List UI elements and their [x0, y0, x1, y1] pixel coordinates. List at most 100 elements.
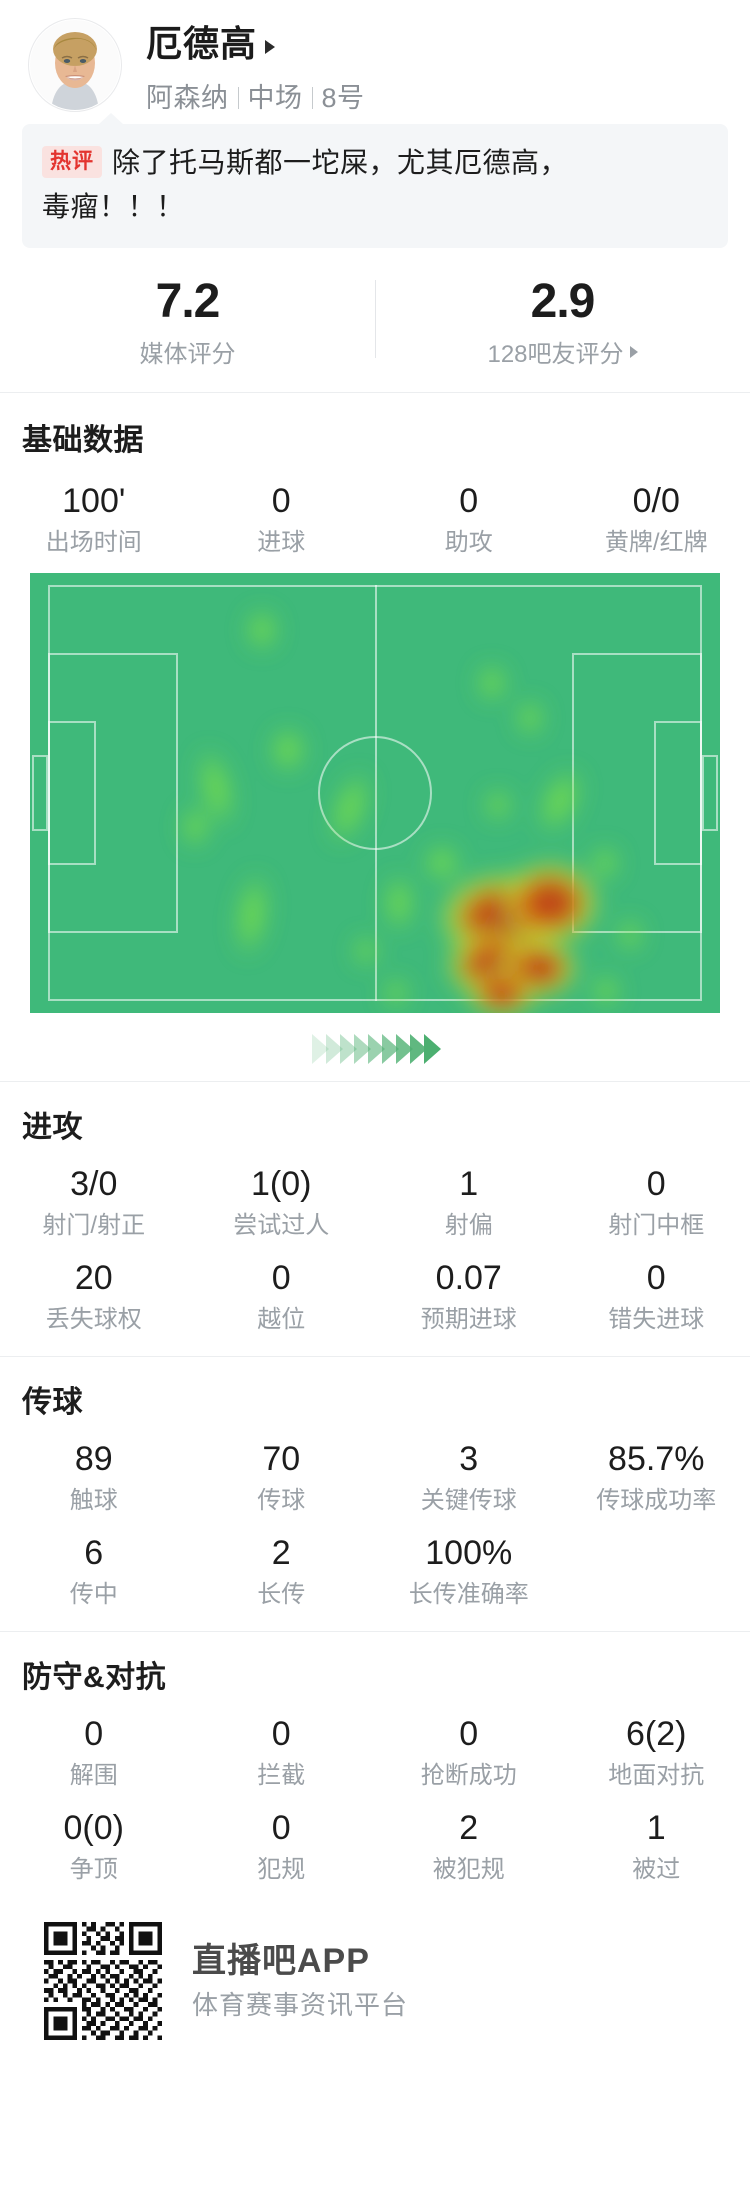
stat-cell: 85.7% 传球成功率	[563, 1435, 750, 1519]
rating-users-label[interactable]: 128吧友评分	[487, 334, 638, 369]
footer-tagline: 体育赛事资讯平台	[192, 1990, 409, 2020]
stat-label: 传球	[257, 1487, 306, 1514]
chevron-right-icon	[354, 1034, 371, 1064]
stat-cell: 1 被过	[563, 1804, 750, 1888]
stat-label: 解围	[69, 1762, 118, 1789]
stat-value: 0	[646, 1259, 666, 1297]
rating-media-label-text: 媒体评分	[139, 341, 236, 368]
stat-value: 0	[271, 1715, 291, 1753]
rating-media-label: 媒体评分	[140, 334, 236, 369]
stat-value: 0.07	[435, 1259, 502, 1297]
stat-value: 0	[271, 1259, 291, 1297]
stat-cell: 6(2) 地面对抗	[563, 1710, 750, 1794]
section-title-defense: 防守&对抗	[22, 1661, 167, 1694]
hot-comment-line-2: 毒瘤！！！	[42, 191, 185, 222]
rating-users-label-text: 128吧友评分	[487, 341, 624, 368]
chevron-right-icon	[326, 1034, 343, 1064]
hot-comment-text-1: 除了托马斯都一坨屎，尤其厄德高，	[112, 147, 569, 178]
stat-value: 0	[646, 1165, 666, 1203]
stat-cell: 1 射偏	[375, 1160, 563, 1244]
stat-cell: 0 抢断成功	[375, 1710, 563, 1794]
stat-value: 100'	[62, 482, 126, 520]
pitch-heatmap[interactable]	[30, 573, 720, 1013]
player-position: 中场	[247, 83, 303, 113]
section-title-attack: 进攻	[22, 1111, 83, 1144]
stat-cell: 0(0) 争顶	[0, 1804, 188, 1888]
stat-cell: 1(0) 尝试过人	[188, 1160, 376, 1244]
stat-cell: 0 拦截	[188, 1710, 376, 1794]
section-divider	[0, 1081, 750, 1082]
footer-text: 直播吧APP 体育赛事资讯平台	[192, 1938, 408, 2024]
rating-users[interactable]: 2.9 128吧友评分	[375, 274, 750, 392]
stat-value: 0	[459, 482, 479, 520]
player-number: 8号	[321, 83, 365, 113]
stat-label: 助攻	[444, 529, 493, 556]
stat-label: 尝试过人	[233, 1212, 330, 1239]
hot-badge: 热评	[42, 146, 102, 178]
ratings-row: 7.2 媒体评分 2.9 128吧友评分	[0, 274, 750, 392]
section-title-basic: 基础数据	[22, 424, 144, 457]
stat-label: 抢断成功	[420, 1762, 517, 1789]
stat-cell: 20 丢失球权	[0, 1254, 188, 1338]
stat-cell: 89 触球	[0, 1435, 188, 1519]
stat-label: 黄牌/红牌	[604, 529, 708, 556]
stat-cell: 0 进球	[188, 477, 376, 561]
stat-value: 85.7%	[608, 1440, 705, 1478]
stats-grid-attack-row1: 3/0 射门/射正 1(0) 尝试过人 1 射偏 0 射门中框	[0, 1160, 750, 1244]
stats-grid-defense-row2: 0(0) 争顶 0 犯规 2 被犯规 1 被过	[0, 1804, 750, 1888]
stats-grid-passing-row2: 6 传中 2 长传 100% 长传准确率	[0, 1529, 750, 1613]
stat-label: 传球成功率	[596, 1487, 717, 1514]
rating-media-value: 7.2	[155, 275, 221, 328]
stat-cell: 6 传中	[0, 1529, 188, 1613]
hot-comment-pointer	[98, 113, 124, 125]
hot-comment-line-1: 热评 除了托马斯都一坨屎，尤其厄德高，	[42, 141, 708, 185]
stat-value: 3	[459, 1440, 479, 1478]
stat-cell: 0 射门中框	[563, 1160, 750, 1244]
stat-value: 0/0	[632, 482, 680, 520]
player-identity: 厄德高 阿森纳 中场 8号	[146, 18, 365, 115]
chevron-right-icon	[382, 1034, 399, 1064]
stat-label: 长传	[257, 1581, 306, 1608]
stat-label: 拦截	[257, 1762, 306, 1789]
chevron-right-icon	[368, 1034, 385, 1064]
stat-value: 0	[459, 1715, 479, 1753]
stat-value: 2	[459, 1809, 479, 1847]
stat-value: 0(0)	[63, 1809, 124, 1847]
chevron-right-icon[interactable]	[629, 345, 638, 358]
hot-comment[interactable]: 热评 除了托马斯都一坨屎，尤其厄德高， 毒瘤！！！	[22, 113, 728, 248]
stats-grid-attack-row2: 20 丢失球权 0 越位 0.07 预期进球 0 错失进球	[0, 1254, 750, 1338]
stat-value: 1	[646, 1809, 666, 1847]
stat-label: 关键传球	[420, 1487, 517, 1514]
player-meta: 阿森纳 中场 8号	[146, 76, 365, 115]
stat-label: 犯规	[257, 1856, 306, 1883]
chevron-right-icon	[396, 1034, 413, 1064]
hot-comment-box[interactable]: 热评 除了托马斯都一坨屎，尤其厄德高， 毒瘤！！！	[22, 124, 728, 248]
player-header: 厄德高 阿森纳 中场 8号	[0, 0, 750, 113]
stat-cell: 0 解围	[0, 1710, 188, 1794]
stat-value: 2	[271, 1534, 291, 1572]
stat-label: 出场时间	[45, 529, 142, 556]
stat-value: 70	[262, 1440, 301, 1478]
stat-label: 地面对抗	[608, 1762, 705, 1789]
chevron-right-icon	[410, 1034, 427, 1064]
avatar[interactable]	[28, 18, 122, 112]
stat-value: 6(2)	[626, 1715, 687, 1753]
player-team: 阿森纳	[146, 83, 229, 113]
section-divider	[0, 1356, 750, 1357]
ratings-divider	[375, 280, 376, 358]
stat-cell: 70 传球	[188, 1435, 376, 1519]
stat-label: 传中	[69, 1581, 118, 1608]
stat-value: 6	[84, 1534, 104, 1572]
stat-cell: 2 被犯规	[375, 1804, 563, 1888]
stat-label: 越位	[257, 1306, 306, 1333]
chevron-right-icon[interactable]	[265, 40, 276, 54]
player-name[interactable]: 厄德高	[146, 23, 258, 64]
stats-grid-basic: 100' 出场时间 0 进球 0 助攻 0/0 黄牌/红牌	[0, 477, 750, 561]
direction-arrows	[0, 1027, 750, 1071]
stat-label: 预期进球	[420, 1306, 517, 1333]
stat-label: 射门中框	[608, 1212, 705, 1239]
stat-label: 争顶	[69, 1856, 118, 1883]
stat-label: 射偏	[444, 1212, 493, 1239]
qr-code-icon[interactable]	[44, 1922, 162, 2040]
